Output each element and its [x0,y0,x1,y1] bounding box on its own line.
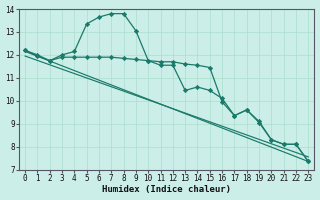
X-axis label: Humidex (Indice chaleur): Humidex (Indice chaleur) [102,185,231,194]
